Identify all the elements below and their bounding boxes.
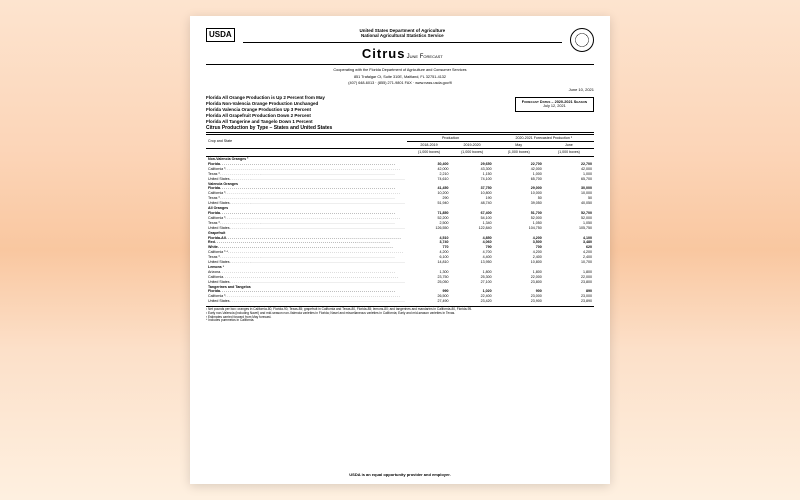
section-title: Citrus Production by Type – States and U… (206, 125, 594, 133)
unit: (1,000 boxes) (544, 149, 594, 156)
table-row: California ³ ⁴4,2004,7004,2004,200 (206, 250, 594, 255)
doc-subtitle: June Forecast (407, 54, 443, 60)
production-table: Crop and State Production 2020-2021 Fore… (206, 134, 594, 304)
agriculture-counts-seal (570, 28, 594, 52)
headline-item: Florida All Orange Production is Up 2 Pe… (206, 95, 325, 100)
headline-item: Florida Non-Valencia Orange Production U… (206, 101, 325, 106)
unit: (1,000 boxes) (407, 149, 450, 156)
headline-item: Florida All Grapefruit Production Down 2… (206, 113, 325, 118)
publish-date: June 10, 2021 (206, 88, 594, 93)
footnote: ⁴ Includes pummelos in California. (206, 319, 594, 323)
header: USDA United States Department of Agricul… (206, 28, 594, 61)
col-may: May (494, 142, 544, 149)
headline-item: Florida All Tangerine and Tangelo Down 1… (206, 119, 325, 124)
contact-line: (407) 648-6013 · (855) 271-9801 FAX · ww… (206, 81, 594, 86)
forecast-dates-box: Forecast Dates – 2020-2021 Season July 1… (515, 97, 594, 112)
footnotes: ¹ Net pounds per box: oranges in Califor… (206, 306, 594, 323)
headline-item: Florida Valencia Orange Production Up 3 … (206, 107, 325, 112)
table-row: California ³10,20010,80010,00010,000 (206, 191, 594, 196)
document-page: USDA United States Department of Agricul… (190, 16, 610, 484)
table-row: California ³26,50022,40023,00023,000 (206, 294, 594, 299)
col-2019-2020: 2019-2020 (451, 142, 494, 149)
table-row: United States74,61074,10065,70065,700 (206, 176, 594, 181)
doc-title: Citrus (362, 46, 406, 61)
dept-line-2: National Agricultural Statistics Service (243, 33, 562, 38)
col-june: June (544, 142, 594, 149)
footer: USDA is an equal opportunity provider an… (190, 473, 610, 478)
table-row: United States51,94048,74039,05040,050 (206, 201, 594, 206)
col-forecast: 2020-2021 Forecasted Production ¹ (494, 134, 594, 141)
forecast-box-date: July 12, 2021 (522, 104, 587, 109)
col-2018-2019: 2018-2019 (407, 142, 450, 149)
table-row: United States27,49023,42023,90023,890 (206, 299, 594, 304)
col-production: Production (407, 134, 493, 141)
table-row: United States14,81013,95010,80010,700 (206, 260, 594, 265)
table-row: United States126,550122,840104,750105,75… (206, 225, 594, 230)
unit: (1,000 boxes) (451, 149, 494, 156)
table-row: California ³52,20054,10052,00052,000 (206, 216, 594, 221)
unit: (1,000 boxes) (494, 149, 544, 156)
coop-line: Cooperating with the Florida Department … (206, 68, 594, 73)
usda-logo: USDA (206, 28, 235, 42)
table-row: California ³42,00043,30042,00042,000 (206, 167, 594, 172)
table-row: Florida-All4,5104,8504,2004,100 (206, 235, 594, 240)
headline-bullets: Florida All Orange Production is Up 2 Pe… (206, 95, 325, 125)
table-row: United States25,05027,10023,80023,800 (206, 279, 594, 284)
col-crop-state: Crop and State (206, 134, 407, 149)
address-line: 851 Trafalgar Ct, Suite 310E, Maitland, … (206, 75, 594, 80)
